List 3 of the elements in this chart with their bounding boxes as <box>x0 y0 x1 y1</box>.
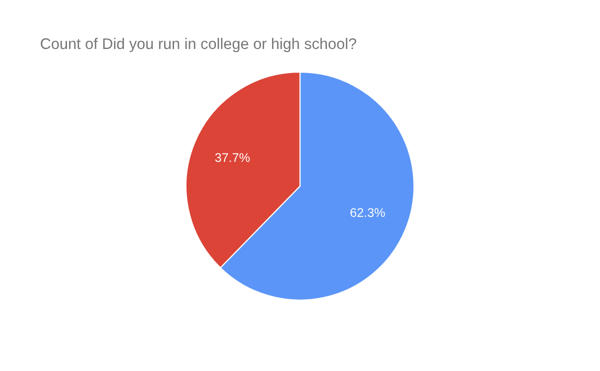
data-label: 62.3% <box>350 208 385 217</box>
data-label: 37.7% <box>215 153 250 162</box>
chart-title: Count of Did you run in college or high school? <box>40 38 356 52</box>
